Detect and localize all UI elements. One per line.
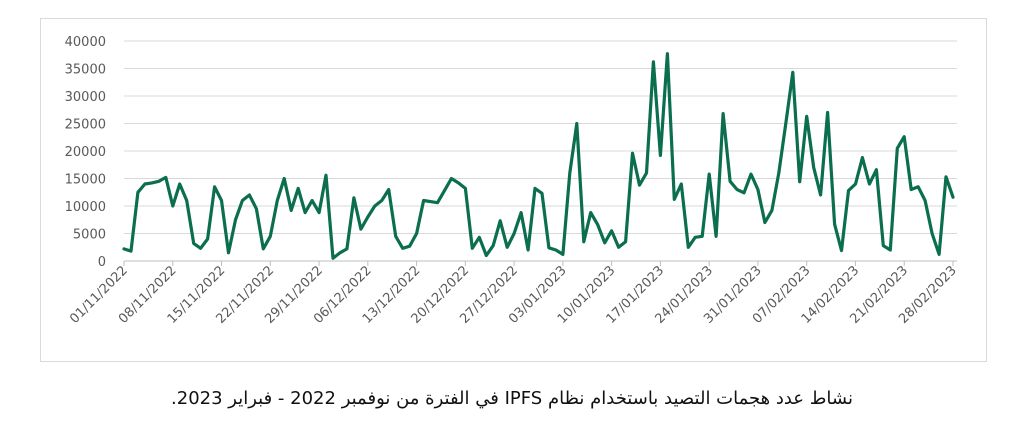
gridlines <box>124 40 957 234</box>
y-axis-ticks: 0 5000 10000 15000 20000 25000 30000 35000 40000 <box>65 35 106 270</box>
figure-caption: نشاط عدد هجمات التصيد باستخدام نظام IPFS… <box>171 388 853 409</box>
y-tick-label: 20000 <box>65 145 106 160</box>
y-tick-label: 30000 <box>65 90 106 105</box>
line-chart: 0 5000 10000 15000 20000 25000 30000 35000 40000… <box>65 35 960 327</box>
y-tick-label: 15000 <box>65 173 106 188</box>
y-tick-label: 5000 <box>73 228 106 243</box>
y-tick-label: 25000 <box>65 118 106 133</box>
series-line <box>122 52 955 260</box>
y-tick-label: 40000 <box>65 35 106 50</box>
y-tick-label: 35000 <box>65 63 106 78</box>
chart-frame: 0 5000 10000 15000 20000 25000 30000 35000 40000… <box>40 18 987 362</box>
y-tick-label: 10000 <box>65 200 106 215</box>
x-axis-ticks: 01/11/202208/11/202215/11/202222/11/2022… <box>67 261 960 327</box>
y-tick-label: 0 <box>98 255 106 270</box>
